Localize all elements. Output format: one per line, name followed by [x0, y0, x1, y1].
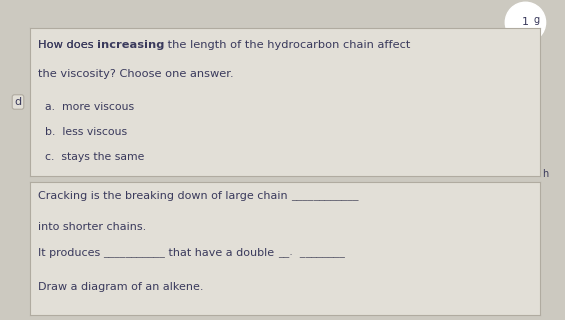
Text: How does: How does — [38, 40, 97, 50]
Text: 1: 1 — [522, 17, 529, 28]
Text: __.  ________: __. ________ — [278, 249, 345, 259]
Text: h: h — [542, 169, 549, 179]
Text: d: d — [15, 97, 21, 107]
Text: ____________: ____________ — [291, 191, 358, 201]
Text: the viscosity? Choose one answer.: the viscosity? Choose one answer. — [38, 69, 233, 79]
Text: Cracking is the breaking down of large chain: Cracking is the breaking down of large c… — [38, 191, 291, 201]
Text: increasing: increasing — [97, 40, 164, 50]
Text: a.  more viscous: a. more viscous — [45, 102, 134, 112]
Text: c.  stays the same: c. stays the same — [45, 152, 145, 162]
Text: into shorter chains.: into shorter chains. — [38, 222, 146, 232]
Text: Draw a diagram of an alkene.: Draw a diagram of an alkene. — [38, 282, 203, 292]
Text: ___________: ___________ — [103, 249, 166, 259]
Text: g: g — [534, 15, 540, 25]
Text: that have a double: that have a double — [166, 249, 278, 259]
Text: the length of the hydrocarbon chain affect: the length of the hydrocarbon chain affe… — [164, 40, 411, 50]
Text: b.  less viscous: b. less viscous — [45, 127, 128, 137]
Circle shape — [505, 2, 546, 43]
Text: How does: How does — [38, 40, 97, 50]
Text: It produces: It produces — [38, 249, 103, 259]
